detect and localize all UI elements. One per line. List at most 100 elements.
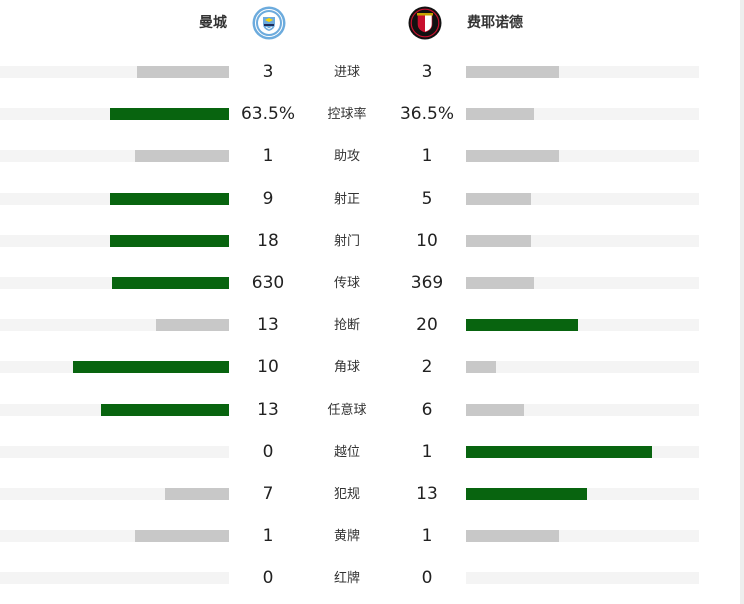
home-stat-track <box>0 108 229 121</box>
home-stat-bar <box>165 488 229 500</box>
home-stat-track <box>0 572 229 585</box>
away-stat-value: 0 <box>421 568 433 589</box>
stat-label: 角球 <box>333 360 360 376</box>
home-stat-value: 13 <box>257 315 279 336</box>
home-stat-bar <box>101 403 229 416</box>
stat-row: 18 射门 10 <box>0 229 744 259</box>
away-stat-value: 6 <box>421 399 433 420</box>
home-stat-value: 0 <box>262 441 274 462</box>
away-stat-bar <box>466 150 559 163</box>
stat-row: 1 助攻 1 <box>0 144 744 174</box>
stat-row: 0 越位 1 <box>0 440 744 470</box>
away-stat-track <box>466 234 699 247</box>
away-stat-track <box>466 319 699 332</box>
away-stat-track <box>466 403 699 416</box>
stat-label: 控球率 <box>327 107 367 123</box>
home-stat-value: 13 <box>257 399 279 420</box>
home-stat-track <box>0 530 229 543</box>
home-stat-bar <box>112 277 229 289</box>
away-stat-track <box>466 445 699 458</box>
home-stat-track <box>0 277 229 289</box>
home-stat-bar <box>110 108 229 121</box>
stat-row: 10 角球 2 <box>0 355 744 385</box>
away-stat-value: 369 <box>410 273 444 293</box>
stat-label: 进球 <box>333 65 360 80</box>
stat-label: 助攻 <box>333 149 360 165</box>
away-stat-bar <box>466 319 578 332</box>
home-stat-track <box>0 150 229 163</box>
away-stat-track <box>466 150 699 163</box>
home-stat-track <box>0 403 229 416</box>
away-stat-track <box>466 530 699 543</box>
away-stat-value: 20 <box>416 315 438 336</box>
home-stat-value: 0 <box>262 568 274 589</box>
stat-row: 13 抢断 20 <box>0 313 744 343</box>
away-stat-track <box>466 572 699 585</box>
away-stat-track <box>466 488 699 500</box>
stat-label: 传球 <box>333 276 360 291</box>
away-stat-bar <box>466 530 559 543</box>
away-stat-bar <box>466 108 534 121</box>
home-stat-value: 630 <box>251 273 285 293</box>
home-stat-bar <box>137 66 229 78</box>
away-stat-track <box>466 108 699 121</box>
home-stat-bar <box>135 150 229 163</box>
home-stat-track <box>0 361 229 374</box>
home-stat-value: 3 <box>262 62 274 82</box>
away-stat-bar <box>466 403 524 416</box>
stat-row: 3 进球 3 <box>0 60 744 90</box>
scrollbar-gutter <box>740 0 744 604</box>
stat-row: 63.5% 控球率 36.5% <box>0 102 744 132</box>
home-stat-track <box>0 234 229 247</box>
away-stat-value: 3 <box>421 62 433 82</box>
home-stat-bar <box>73 361 229 374</box>
stat-row: 13 任意球 6 <box>0 398 744 428</box>
stat-label: 射正 <box>333 191 360 207</box>
away-stat-value: 1 <box>421 441 433 462</box>
away-stat-value: 1 <box>421 526 433 547</box>
away-stat-value: 5 <box>421 188 433 209</box>
away-stat-track <box>466 192 699 205</box>
away-stat-track <box>466 277 699 289</box>
away-stat-value: 10 <box>416 230 438 251</box>
home-stat-value: 10 <box>257 357 279 378</box>
home-stat-track <box>0 319 229 332</box>
stat-label: 越位 <box>333 444 360 460</box>
home-stat-value: 18 <box>257 230 279 251</box>
away-stat-bar <box>466 277 534 289</box>
stat-label: 黄牌 <box>333 529 360 545</box>
home-stat-track <box>0 488 229 500</box>
stat-label: 抢断 <box>333 318 360 334</box>
away-stat-bar <box>466 361 496 374</box>
away-stat-bar <box>466 192 531 205</box>
away-stat-value: 13 <box>416 484 438 504</box>
away-stat-value: 2 <box>421 357 433 378</box>
away-stat-bar <box>466 488 587 500</box>
stat-row: 0 红牌 0 <box>0 566 744 596</box>
away-stat-track <box>466 361 699 374</box>
home-stat-bar <box>110 234 229 247</box>
home-stat-bar <box>156 319 229 332</box>
home-stat-track <box>0 192 229 205</box>
feyenoord-crest-icon <box>408 6 442 40</box>
away-stat-track <box>466 66 699 78</box>
home-team-name: 曼城 <box>199 15 227 31</box>
away-stat-bar <box>466 445 652 458</box>
stat-label: 红牌 <box>333 571 360 587</box>
away-stat-value: 1 <box>421 146 433 167</box>
stat-label: 任意球 <box>327 402 367 418</box>
stat-row: 1 黄牌 1 <box>0 524 744 554</box>
home-stat-value: 1 <box>262 146 274 167</box>
away-stat-bar <box>466 234 531 247</box>
home-stat-bar <box>110 192 229 205</box>
home-stat-track <box>0 445 229 458</box>
home-stat-value: 63.5% <box>240 104 295 125</box>
home-stat-value: 1 <box>262 526 274 547</box>
away-team-name: 费耶诺德 <box>467 15 523 31</box>
home-stat-bar <box>135 530 229 543</box>
stat-row: 9 射正 5 <box>0 187 744 217</box>
stat-row: 630 传球 369 <box>0 271 744 301</box>
stat-row: 7 犯规 13 <box>0 482 744 512</box>
manchester-city-crest-icon <box>252 6 286 40</box>
